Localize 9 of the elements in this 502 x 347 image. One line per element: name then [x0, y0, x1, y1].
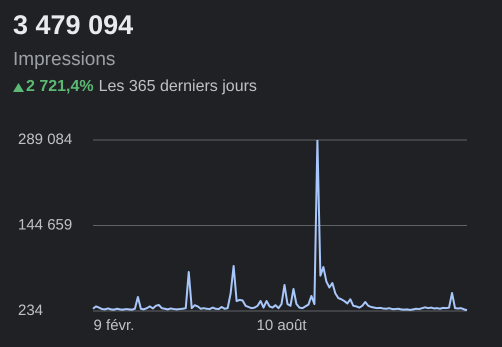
y-tick-label: 289 084 [18, 131, 72, 148]
chart-subtitle: Impressions [13, 49, 116, 71]
x-tick-label: 10 août [256, 317, 308, 334]
chart-title: 3 479 094 [13, 10, 134, 41]
x-tick-label: 9 févr. [94, 317, 134, 334]
text: Les 365 derniers jours [98, 78, 257, 96]
text: 2 721,4% [26, 78, 94, 96]
y-tick-label: 234 [18, 302, 44, 320]
y-tick-label: 144 659 [18, 216, 72, 234]
